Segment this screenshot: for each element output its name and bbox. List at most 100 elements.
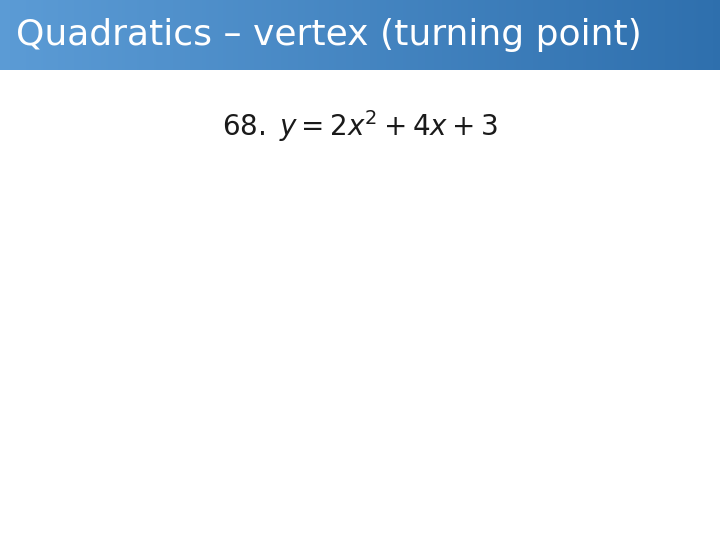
Bar <box>135 0 137 70</box>
Bar <box>377 0 379 70</box>
Bar <box>12 0 14 70</box>
Bar <box>182 0 185 70</box>
Bar <box>355 0 358 70</box>
Bar <box>396 0 398 70</box>
Bar <box>477 0 480 70</box>
Bar <box>492 0 495 70</box>
Bar <box>252 0 254 70</box>
Bar <box>130 0 132 70</box>
Bar <box>151 0 153 70</box>
Bar <box>348 0 351 70</box>
Bar <box>593 0 595 70</box>
Bar <box>9 0 12 70</box>
Bar <box>655 0 657 70</box>
Bar <box>77 0 79 70</box>
Bar <box>0 0 2 70</box>
Bar <box>475 0 477 70</box>
Bar <box>300 0 302 70</box>
Bar <box>266 0 269 70</box>
Bar <box>353 0 355 70</box>
Bar <box>531 0 533 70</box>
Bar <box>504 0 506 70</box>
Bar <box>48 0 50 70</box>
Bar <box>614 0 617 70</box>
Bar <box>648 0 650 70</box>
Text: Quadratics – vertex (turning point): Quadratics – vertex (turning point) <box>16 18 642 52</box>
Bar <box>178 0 180 70</box>
Bar <box>706 0 708 70</box>
Bar <box>513 0 516 70</box>
Bar <box>535 0 538 70</box>
Bar <box>192 0 194 70</box>
Bar <box>528 0 531 70</box>
Bar <box>576 0 578 70</box>
Bar <box>698 0 701 70</box>
Bar <box>636 0 639 70</box>
Bar <box>526 0 528 70</box>
Bar <box>696 0 698 70</box>
Bar <box>660 0 662 70</box>
Bar <box>451 0 454 70</box>
Bar <box>103 0 106 70</box>
Bar <box>27 0 29 70</box>
Bar <box>506 0 509 70</box>
Bar <box>146 0 149 70</box>
Bar <box>257 0 259 70</box>
Bar <box>629 0 631 70</box>
Bar <box>418 0 420 70</box>
Bar <box>562 0 564 70</box>
Bar <box>463 0 466 70</box>
Bar <box>665 0 667 70</box>
Bar <box>650 0 653 70</box>
Bar <box>307 0 310 70</box>
Bar <box>283 0 286 70</box>
Bar <box>482 0 485 70</box>
Bar <box>495 0 497 70</box>
Bar <box>243 0 245 70</box>
Bar <box>459 0 461 70</box>
Bar <box>444 0 446 70</box>
Text: $68.\;  y = 2x^2 + 4x + 3$: $68.\; y = 2x^2 + 4x + 3$ <box>222 108 498 144</box>
Bar <box>542 0 545 70</box>
Bar <box>679 0 682 70</box>
Bar <box>207 0 209 70</box>
Bar <box>254 0 257 70</box>
Bar <box>197 0 199 70</box>
Bar <box>65 0 67 70</box>
Bar <box>653 0 655 70</box>
Bar <box>60 0 63 70</box>
Bar <box>89 0 91 70</box>
Bar <box>521 0 523 70</box>
Bar <box>672 0 675 70</box>
Bar <box>437 0 439 70</box>
Bar <box>449 0 451 70</box>
Bar <box>619 0 621 70</box>
Bar <box>420 0 423 70</box>
Bar <box>45 0 48 70</box>
Bar <box>156 0 158 70</box>
Bar <box>405 0 408 70</box>
Bar <box>516 0 518 70</box>
Bar <box>554 0 557 70</box>
Bar <box>81 0 84 70</box>
Bar <box>585 0 588 70</box>
Bar <box>612 0 614 70</box>
Bar <box>547 0 549 70</box>
Bar <box>315 0 317 70</box>
Bar <box>485 0 487 70</box>
Bar <box>322 0 324 70</box>
Bar <box>499 0 502 70</box>
Bar <box>425 0 427 70</box>
Bar <box>646 0 648 70</box>
Bar <box>703 0 706 70</box>
Bar <box>233 0 235 70</box>
Bar <box>446 0 449 70</box>
Bar <box>677 0 679 70</box>
Bar <box>70 0 72 70</box>
Bar <box>238 0 240 70</box>
Bar <box>346 0 348 70</box>
Bar <box>271 0 274 70</box>
Bar <box>643 0 646 70</box>
Bar <box>403 0 405 70</box>
Bar <box>293 0 295 70</box>
